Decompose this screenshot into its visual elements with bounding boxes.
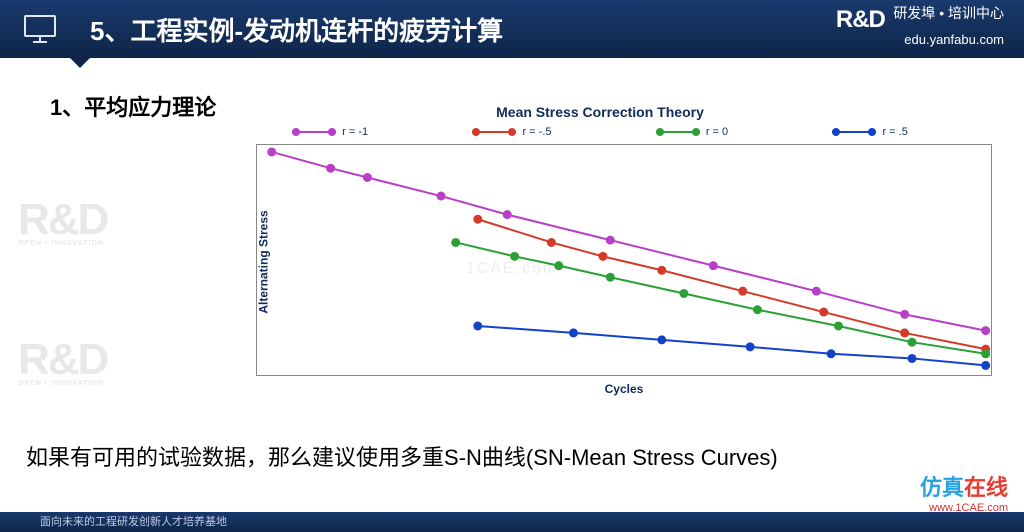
mean-stress-chart: Mean Stress Correction Theory r = -1r = … (200, 104, 1000, 419)
section-subtitle: 1、平均应力理论 (50, 90, 216, 122)
monitor-icon (20, 9, 60, 49)
description-text: 如果有可用的试验数据，那么建议使用多重S-N曲线(SN-Mean Stress … (26, 440, 778, 472)
legend-item: r = -1 (292, 126, 368, 138)
chart-x-axis-label: Cycles (256, 382, 992, 396)
title-bar: 5、工程实例-发动机连杆的疲劳计算 R&D 研发埠 • 培训中心 edu.yan… (0, 0, 1024, 58)
footer-bar: 面向未来的工程研发创新人才培养基地 (0, 512, 1024, 532)
watermark-rd-left: R&D OPEN • INNOVATION (18, 200, 107, 247)
watermark-cn: 仿真在线 (920, 470, 1008, 502)
logo-rd-text: R&D (836, 6, 885, 34)
chart-plot-area (256, 144, 992, 376)
brand-logo: R&D 研发埠 • 培训中心 edu.yanfabu.com (836, 6, 1004, 47)
header-notch (70, 58, 90, 68)
logo-url-text: edu.yanfabu.com (836, 32, 1004, 47)
chart-title: Mean Stress Correction Theory (200, 104, 1000, 120)
logo-cn-text: 研发埠 • 培训中心 (893, 6, 1004, 21)
legend-item: r = .5 (832, 126, 907, 138)
legend-item: r = 0 (656, 126, 728, 138)
page-title: 5、工程实例-发动机连杆的疲劳计算 (90, 11, 503, 48)
watermark-rd-left-2: R&D OPEN • INNOVATION (18, 340, 107, 387)
legend-item: r = -.5 (472, 126, 551, 138)
chart-legend: r = -1 r = -.5 r = 0 r = .5 (200, 126, 1000, 138)
chart-svg (257, 145, 993, 377)
footer-text: 面向未来的工程研发创新人才培养基地 (40, 516, 227, 528)
